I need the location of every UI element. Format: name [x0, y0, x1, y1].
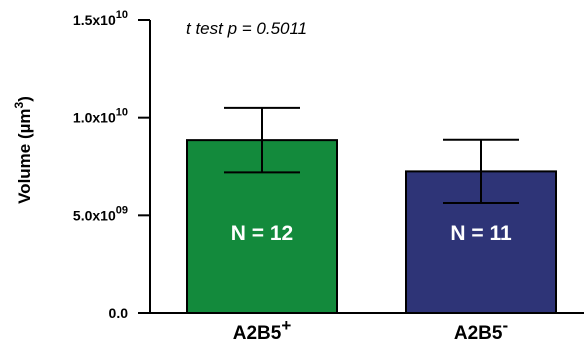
- y-tick-label-3-base: 1.5x10: [73, 12, 116, 28]
- bar-n-label-0: N = 12: [231, 222, 293, 245]
- y-tick-label-2: 1.0x1010: [73, 107, 128, 126]
- y-tick-label-1-base: 5.0x10: [73, 207, 116, 223]
- x-category-label-1-sup: -: [502, 316, 508, 335]
- y-axis-label: Volume (µm3): [12, 96, 34, 204]
- y-tick-label-3: 1.5x1010: [73, 9, 128, 28]
- y-tick-label-2-exp: 10: [116, 107, 128, 119]
- x-category-label-1-base: A2B5: [454, 323, 503, 344]
- y-tick-label-2-base: 1.0x10: [73, 110, 116, 126]
- y-axis-label-sup: 3: [12, 101, 26, 108]
- bar-n-label-1: N = 11: [450, 222, 512, 245]
- y-tick-label-0-base: 0.0: [109, 305, 129, 321]
- y-axis-label-tail: ): [15, 96, 34, 102]
- svg-text:Volume (µm3): Volume (µm3): [12, 96, 34, 204]
- y-tick-label-1-exp: 09: [116, 204, 128, 216]
- x-category-label-1: A2B5-: [454, 316, 508, 344]
- x-category-label-0-sup: +: [281, 316, 291, 335]
- t-test-annotation: t test p = 0.5011: [186, 19, 307, 38]
- y-tick-label-0: 0.0: [109, 305, 129, 321]
- x-category-label-0-base: A2B5: [233, 323, 282, 344]
- y-tick-label-1: 5.0x1009: [73, 204, 128, 223]
- y-axis-label-base: Volume (µm: [15, 108, 34, 203]
- y-tick-label-3-exp: 10: [116, 9, 128, 21]
- x-category-label-0: A2B5+: [233, 316, 292, 344]
